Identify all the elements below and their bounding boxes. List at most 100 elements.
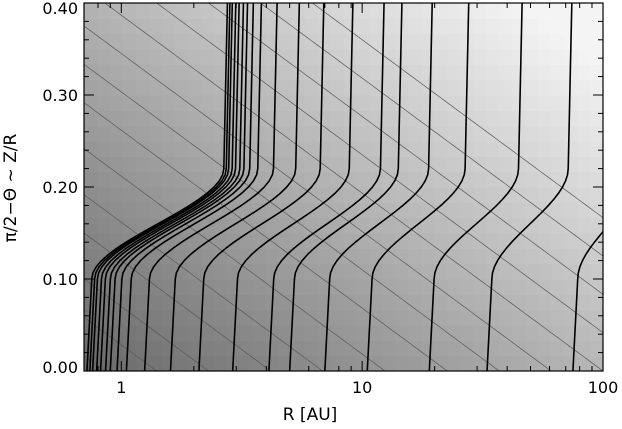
heatmap-cell-729 [473,217,487,234]
heatmap-cell-473 [330,95,345,111]
heatmap-cell-374 [278,141,293,157]
heatmap-cell-318 [252,263,267,280]
thick-contour-lines [86,3,603,371]
thick-contour-6 [109,3,249,371]
heatmap-cell-191 [174,3,189,19]
heatmap-cell-723 [473,309,487,326]
heatmap-cell-947 [590,187,603,203]
heatmap-cell-204 [187,171,202,188]
heatmap-cell-563 [382,187,396,203]
heatmap-cell-32 [96,233,111,249]
heatmap-cell-484 [343,294,358,311]
heatmap-cell-270 [226,263,241,280]
heatmap-cell-366 [278,263,293,280]
heatmap-cell-545 [369,95,384,111]
heatmap-cell-34 [96,202,111,219]
heatmap-cell-384 [291,355,306,371]
heatmap-cell-353 [265,95,280,111]
heatmap-cell-698 [460,325,474,341]
heatmap-cell-825 [525,217,539,234]
heatmap-cell-186 [174,79,189,96]
heatmap-cell-73 [122,340,137,357]
heatmap-cell-193 [187,340,202,357]
heatmap-cell-804 [512,171,526,188]
heatmap-cell-912 [577,355,591,371]
heatmap-cell-3 [84,309,98,326]
heatmap-cell-260 [213,49,228,65]
heatmap-cell-742 [473,18,487,35]
heatmap-cell-319 [252,248,267,265]
heatmap-cell-144 [161,355,176,371]
heatmap-cell-448 [317,110,332,127]
heatmap-cell-576 [395,355,409,371]
heatmap-cell-414 [304,263,319,280]
heatmap-cell-764 [486,49,500,65]
heatmap-cell-814 [512,18,526,35]
heatmap-cell-741 [473,33,487,50]
heatmap-cell-696 [460,355,474,371]
heatmap-cell-928 [577,110,591,127]
heatmap-cell-188 [174,49,189,65]
heatmap-cell-241 [213,340,228,357]
heatmap-cell-316 [252,294,267,311]
heatmap-cell-776 [499,233,513,249]
heatmap-cell-781 [499,156,513,173]
heatmap-cell-778 [499,202,513,219]
heatmap-cell-590 [395,141,409,157]
heatmap-cell-689 [447,95,461,111]
y-tick-label-4: 0.40 [42,0,78,18]
heatmap-cell-19 [84,64,98,81]
heatmap-cell-921 [577,217,591,234]
heatmap-cell-488 [343,233,358,249]
heatmap-cell-364 [278,294,293,311]
heatmap-cell-648 [434,355,448,371]
heatmap-cell-772 [499,294,513,311]
heatmap-cell-851 [538,187,552,203]
heatmap-cell-411 [304,309,319,326]
heatmap-cell-172 [174,294,189,311]
heatmap-cell-138 [148,79,163,96]
thin-contour-5 [84,194,324,371]
heatmap-cell-857 [538,95,552,111]
heatmap-cell-774 [499,263,513,280]
heatmap-cell-864 [551,355,565,371]
heatmap-cell-135 [148,125,163,142]
heatmap-cell-239 [200,3,215,19]
heatmap-cell-749 [486,279,500,295]
heatmap-cell-693 [447,33,461,50]
heatmap-cell-929 [577,95,591,111]
heatmap-cell-691 [447,64,461,81]
heatmap-cell-258 [213,79,228,96]
heatmap-cell-583 [395,248,409,265]
heatmap-cell-121 [148,340,163,357]
heatmap-cell-953 [590,95,603,111]
heatmap-cell-644 [421,49,435,65]
heatmap-cell-100 [135,294,150,311]
heatmap-cell-486 [343,263,358,280]
heatmap-cell-452 [317,49,332,65]
heatmap-cell-738 [473,79,487,96]
heatmap-cell-884 [551,49,565,65]
heatmap-cell-59 [109,187,124,203]
heatmap-cell-641 [421,95,435,111]
heatmap-cell-803 [512,187,526,203]
heatmap-cell-242 [213,325,228,341]
heatmap-cell-181 [174,156,189,173]
heatmap-cell-674 [447,325,461,341]
heatmap-cell-555 [382,309,396,326]
heatmap-cell-874 [551,202,565,219]
thick-contour-17 [428,3,523,371]
heatmap-cell-831 [525,125,539,142]
thin-contour-4 [84,232,272,371]
heatmap-cell-869 [551,279,565,295]
heatmap-cell-454 [317,18,332,35]
heatmap-cell-207 [187,125,202,142]
heatmap-cell-616 [408,110,422,127]
heatmap-cell-124 [148,294,163,311]
heatmap-cell-917 [577,279,591,295]
heatmap-cell-619 [408,64,422,81]
heatmap-cell-41 [96,95,111,111]
heatmap-cell-86 [122,141,137,157]
heatmap-cell-398 [291,141,306,157]
heatmap-cell-932 [577,49,591,65]
